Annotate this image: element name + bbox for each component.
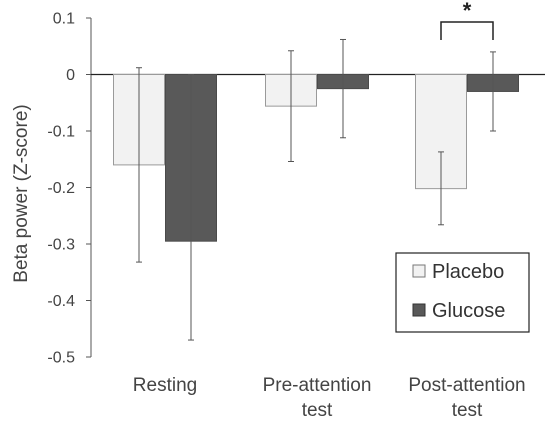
y-axis-title: Beta power (Z-score) (11, 104, 32, 282)
category-label: Resting (133, 375, 197, 396)
category-label: Post-attention (408, 375, 525, 396)
y-tick-label: -0.1 (47, 124, 75, 141)
labels-layer: 0.1 0 -0.1 -0.2 -0.3 -0.4 -0.5 Beta power (Z-sc… (11, 11, 526, 422)
category-label: test (452, 400, 483, 421)
y-tick-label: -0.4 (47, 293, 75, 310)
legend-swatch-placebo (412, 264, 426, 278)
legend-label-placebo: Placebo (432, 261, 504, 283)
legend: Placebo Glucose (395, 252, 530, 333)
y-tick-label: 0 (66, 67, 75, 84)
error-bars-layer (136, 38, 496, 341)
legend-label-glucose: Glucose (432, 300, 505, 322)
y-tick-label: -0.2 (47, 180, 75, 197)
y-tick-label: 0.1 (53, 11, 75, 28)
y-tick-label: -0.3 (47, 237, 75, 254)
significance-bracket (440, 21, 494, 40)
category-label: test (302, 400, 333, 421)
annotations-layer: * (440, 0, 494, 40)
significance-star: * (463, 0, 472, 23)
legend-swatch-glucose (412, 303, 426, 317)
category-label: Pre-attention (263, 375, 372, 396)
bars-layer (113, 74, 519, 242)
y-tick-label: -0.5 (47, 350, 75, 367)
